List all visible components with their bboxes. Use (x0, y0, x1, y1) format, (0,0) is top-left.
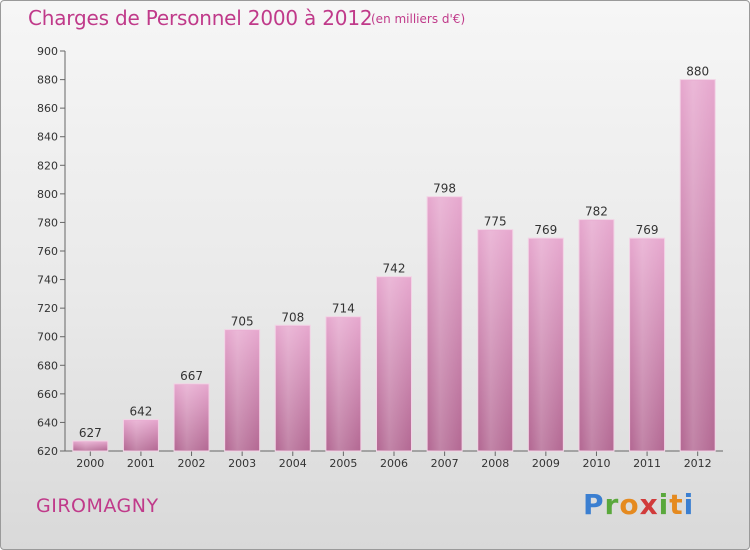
commune-name: GIROMAGNY (36, 495, 159, 517)
x-tick-label-2011: 2011 (633, 457, 661, 470)
bar-highlight (327, 317, 359, 450)
bar-highlight (226, 330, 258, 450)
chart-subtitle: (en milliers d'€) (371, 12, 466, 26)
x-tick-label-2007: 2007 (431, 457, 459, 470)
y-tick-label: 820 (37, 159, 58, 172)
bar-highlight (682, 80, 714, 451)
x-tick-label-2008: 2008 (481, 457, 509, 470)
bar-highlight (176, 384, 208, 450)
y-tick-label: 620 (37, 445, 58, 458)
data-label-2004: 708 (281, 310, 304, 324)
x-tick-label-2001: 2001 (127, 457, 155, 470)
data-label-2005: 714 (332, 302, 355, 316)
bar-highlight (530, 239, 562, 450)
y-tick-label: 660 (37, 388, 58, 401)
y-tick-label: 880 (37, 74, 58, 87)
y-tick-label: 680 (37, 359, 58, 372)
x-tick-label-2009: 2009 (532, 457, 560, 470)
data-label-2010: 782 (585, 205, 608, 219)
x-tick-label-2003: 2003 (228, 457, 256, 470)
data-label-2007: 798 (433, 182, 456, 196)
bar-highlight (74, 442, 106, 450)
y-tick-label: 720 (37, 302, 58, 315)
data-label-2002: 667 (180, 369, 203, 383)
bar-highlight (429, 197, 461, 450)
x-tick-label-2002: 2002 (178, 457, 206, 470)
data-label-2001: 642 (129, 405, 152, 419)
axes: 620 640 660 680 700 720 740 760 780 800 820 840 860 8… (37, 45, 723, 470)
data-label-2012: 880 (686, 65, 709, 79)
x-tick-label-2005: 2005 (329, 457, 357, 470)
x-tick-label-2004: 2004 (279, 457, 307, 470)
bars-group: 627 642 667 705 708 714 742 798 775 769 782 769 880 (72, 65, 716, 452)
y-tick-label: 740 (37, 274, 58, 287)
bar-highlight (580, 220, 612, 450)
y-tick-label: 800 (37, 188, 58, 201)
bar-highlight (277, 326, 309, 450)
y-tick-label: 760 (37, 245, 58, 258)
y-tick-label: 640 (37, 416, 58, 429)
x-tick-label-2000: 2000 (76, 457, 104, 470)
y-tick-label: 900 (37, 45, 58, 58)
data-label-2008: 775 (484, 215, 507, 229)
data-label-2006: 742 (383, 262, 406, 276)
y-tick-label: 780 (37, 216, 58, 229)
y-tick-label: 840 (37, 131, 58, 144)
x-tick-label-2010: 2010 (582, 457, 610, 470)
data-label-2000: 627 (79, 426, 102, 440)
data-label-2009: 769 (534, 223, 557, 237)
bar-highlight (479, 230, 511, 450)
x-tick-label-2006: 2006 (380, 457, 408, 470)
data-label-2011: 769 (636, 223, 659, 237)
data-label-2003: 705 (231, 315, 254, 329)
bar-highlight (125, 420, 157, 450)
y-tick-label: 860 (37, 102, 58, 115)
x-tick-label-2012: 2012 (684, 457, 712, 470)
y-tick-label: 700 (37, 331, 58, 344)
bar-highlight (378, 277, 410, 450)
proxiti-logo[interactable]: Proxiti (583, 488, 695, 521)
bar-highlight (631, 239, 663, 450)
chart-title: Charges de Personnel 2000 à 2012 (28, 6, 373, 30)
